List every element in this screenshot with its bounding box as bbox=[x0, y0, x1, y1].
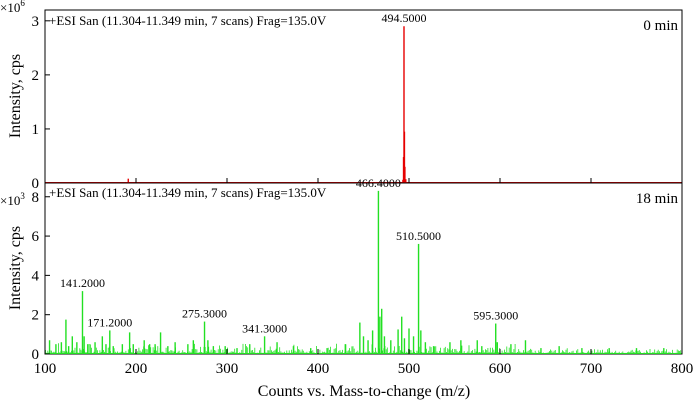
x-tick-label: 300 bbox=[216, 361, 239, 377]
x-tick-label: 700 bbox=[580, 361, 603, 377]
bottom-peak-label: 275.3000 bbox=[182, 307, 227, 321]
top-peak-label: 494.5000 bbox=[381, 11, 426, 25]
top-y-multiplier-base: ×10 bbox=[0, 0, 20, 15]
top-panel: 494.5000 0 1 2 3 +ESI San (11.304-11.349 min… bbox=[0, 0, 683, 192]
bottom-peak-label: 595.3000 bbox=[473, 309, 518, 323]
bottom-scan-info: +ESI San (11.304-11.349 min, 7 scans) Fr… bbox=[49, 185, 327, 200]
bottom-spectrum-marks: 141.2000 171.2000 275.3000 341.3000 466.4000… bbox=[32, 176, 683, 363]
x-tick-label: 800 bbox=[671, 361, 694, 377]
bottom-time-label: 18 min bbox=[636, 191, 679, 207]
bottom-panel: 141.2000 171.2000 275.3000 341.3000 466.4000… bbox=[0, 176, 683, 363]
top-plot-frame bbox=[44, 9, 683, 184]
bottom-peak-label: 141.2000 bbox=[60, 276, 105, 290]
x-tick-label: 500 bbox=[398, 361, 421, 377]
x-axis-label: Counts vs. Mass-to-change (m/z) bbox=[258, 383, 470, 400]
top-y-tick-label: 3 bbox=[32, 14, 40, 30]
top-time-label: 0 min bbox=[643, 18, 678, 34]
x-tick-label: 600 bbox=[489, 361, 512, 377]
bottom-y-multiplier-exp: 3 bbox=[20, 191, 25, 201]
top-y-multiplier-exp: 6 bbox=[20, 0, 25, 8]
bottom-y-tick-label: 6 bbox=[32, 229, 40, 245]
top-y-tick-label: 1 bbox=[32, 122, 40, 138]
top-y-axis-label: Intensity, cps bbox=[7, 54, 24, 138]
top-scan-info: +ESI San (11.304-11.349 min, 7 scans) Fr… bbox=[49, 13, 327, 28]
x-tick-label: 200 bbox=[125, 361, 148, 377]
bottom-peak-label: 171.2000 bbox=[87, 315, 132, 329]
bottom-y-tick-label: 2 bbox=[32, 308, 40, 324]
bottom-peak-label: 341.3000 bbox=[242, 321, 287, 335]
bottom-plot-frame bbox=[44, 182, 683, 355]
bottom-y-multiplier-base: ×10 bbox=[0, 193, 20, 208]
top-y-multiplier: ×106 bbox=[0, 0, 25, 15]
bottom-y-tick-label: 4 bbox=[32, 268, 40, 284]
bottom-y-axis-label: Intensity, cps bbox=[7, 226, 24, 310]
bottom-y-multiplier: ×103 bbox=[0, 191, 25, 208]
top-y-tick-label: 0 bbox=[32, 176, 40, 192]
top-y-tick-label: 2 bbox=[32, 68, 40, 84]
bottom-peak-label: 510.5000 bbox=[396, 229, 441, 243]
x-tick-label: 100 bbox=[34, 361, 57, 377]
x-axis: 100 200 300 400 500 600 700 800 bbox=[34, 178, 694, 377]
bottom-y-tick-label: 8 bbox=[32, 190, 40, 206]
bottom-peak-label: 466.4000 bbox=[356, 176, 401, 190]
bottom-y-tick-label: 0 bbox=[32, 347, 40, 363]
x-tick-label: 400 bbox=[307, 361, 330, 377]
